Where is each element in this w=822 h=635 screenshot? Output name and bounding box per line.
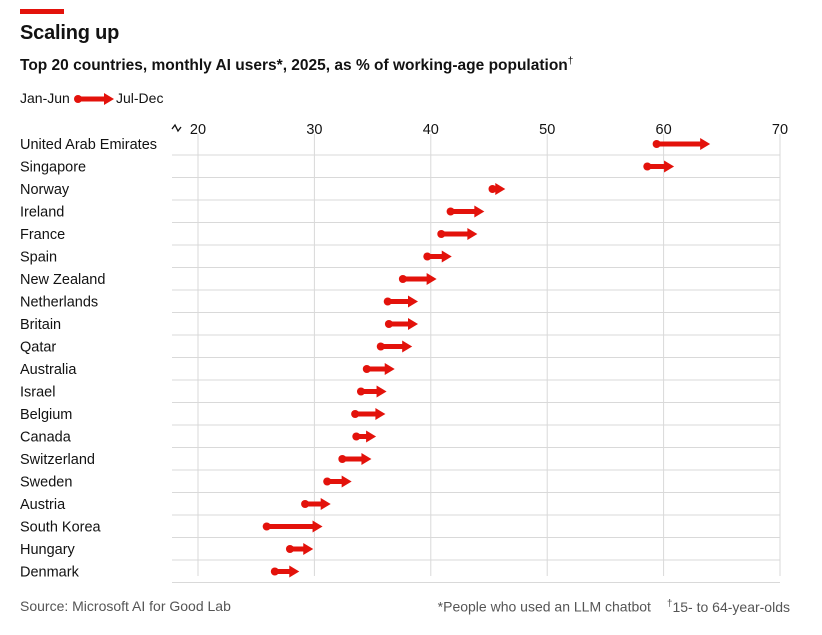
jul-dec-arrowhead: [320, 498, 331, 510]
legend-start-label: Jan-Jun: [20, 90, 70, 106]
jan-jun-dot: [423, 252, 432, 261]
jul-dec-arrowhead: [361, 453, 372, 465]
x-tick-label: 40: [423, 122, 439, 138]
jul-dec-arrowhead: [289, 565, 300, 578]
legend-end-label: Jul-Dec: [116, 90, 164, 106]
jan-jun-dot: [384, 320, 393, 328]
data-rows: United Arab Emirates Singapore Norway Irela…: [20, 137, 711, 581]
jan-jun-dot: [488, 185, 497, 193]
jul-dec-arrowhead: [303, 543, 314, 555]
jul-dec-arrowhead: [402, 340, 413, 353]
brand-bar: [20, 9, 64, 14]
country-label: Netherlands: [20, 295, 98, 311]
country-label: Switzerland: [20, 452, 95, 468]
jul-dec-arrowhead: [467, 228, 478, 240]
country-label: Denmark: [20, 565, 80, 581]
chart-title: Scaling up: [20, 22, 120, 44]
country-label: Norway: [20, 182, 70, 198]
jul-dec-arrowhead: [495, 183, 506, 195]
jan-jun-dot: [398, 275, 407, 283]
footnote-dagger-text: 15- to 64-year-olds: [672, 598, 790, 615]
jan-jun-dot: [376, 342, 385, 351]
jul-dec-arrowhead: [384, 363, 395, 375]
country-label: Sweden: [20, 475, 72, 491]
country-label: Ireland: [20, 205, 64, 221]
country-label: Qatar: [20, 340, 56, 356]
jan-jun-dot: [643, 162, 652, 171]
jul-dec-arrowhead: [700, 138, 711, 150]
jul-dec-arrowhead: [441, 250, 452, 263]
country-label: Australia: [20, 362, 77, 378]
jul-dec-arrowhead: [375, 408, 386, 420]
jul-dec-arrowhead: [664, 160, 675, 173]
jul-dec-arrowhead: [426, 273, 437, 285]
jul-dec-arrowhead: [376, 385, 387, 398]
country-label: Israel: [20, 385, 55, 401]
chart-subtitle: Top 20 countries, monthly AI users*, 202…: [20, 56, 573, 75]
x-tick-label: 60: [656, 122, 672, 138]
country-label: Singapore: [20, 160, 86, 176]
jul-dec-arrowhead: [341, 475, 352, 488]
gridlines: [172, 134, 781, 583]
footnote-star: *People who used an LLM chatbot: [437, 598, 651, 615]
country-label: Belgium: [20, 407, 72, 423]
jan-jun-dot: [446, 207, 455, 216]
jan-jun-dot: [270, 567, 279, 576]
country-label: Hungary: [20, 542, 76, 558]
jan-jun-dot: [351, 410, 360, 418]
chart-plot: 20 30 40 50 60 70 United Arab Emirates Singapo…: [20, 122, 788, 583]
jan-jun-dot: [356, 387, 365, 396]
country-label: New Zealand: [20, 272, 105, 288]
country-label: Canada: [20, 430, 72, 446]
jan-jun-dot: [362, 365, 371, 373]
x-tick-label: 20: [190, 122, 206, 138]
country-label: Austria: [20, 497, 66, 513]
subtitle-text: Top 20 countries, monthly AI users*, 202…: [20, 57, 568, 75]
x-axis-ticks: 20 30 40 50 60 70: [190, 122, 788, 138]
jan-jun-dot: [262, 522, 271, 531]
x-tick-label: 30: [306, 122, 322, 138]
country-label: Britain: [20, 317, 61, 333]
footnote-dagger: †15- to 64-year-olds: [666, 598, 790, 615]
jan-jun-dot: [652, 140, 661, 148]
country-label: United Arab Emirates: [20, 137, 157, 153]
country-label: Spain: [20, 250, 57, 266]
jul-dec-arrowhead: [407, 295, 418, 308]
jan-jun-dot: [437, 230, 446, 238]
footnotes: *People who used an LLM chatbot †15- to 6…: [438, 598, 790, 615]
footnote-dagger-mark: †: [666, 598, 673, 609]
jul-dec-arrowhead: [366, 430, 377, 443]
jan-jun-dot: [352, 432, 361, 441]
legend-arrow-icon: [74, 93, 114, 105]
source-note: Source: Microsoft AI for Good Lab: [20, 598, 231, 614]
country-label: France: [20, 227, 65, 243]
jan-jun-dot: [285, 545, 294, 553]
jul-dec-arrowhead: [312, 520, 323, 533]
x-tick-label: 50: [539, 122, 555, 138]
x-tick-label: 70: [772, 122, 788, 138]
jan-jun-dot: [338, 455, 347, 463]
jul-dec-arrowhead: [474, 205, 485, 218]
jul-dec-arrowhead: [407, 318, 418, 330]
jan-jun-dot: [383, 297, 392, 306]
axis-break-icon: [171, 123, 182, 133]
jan-jun-dot: [301, 500, 310, 508]
country-label: South Korea: [20, 520, 102, 536]
subtitle-dagger: †: [567, 56, 574, 67]
jan-jun-dot: [323, 477, 332, 486]
